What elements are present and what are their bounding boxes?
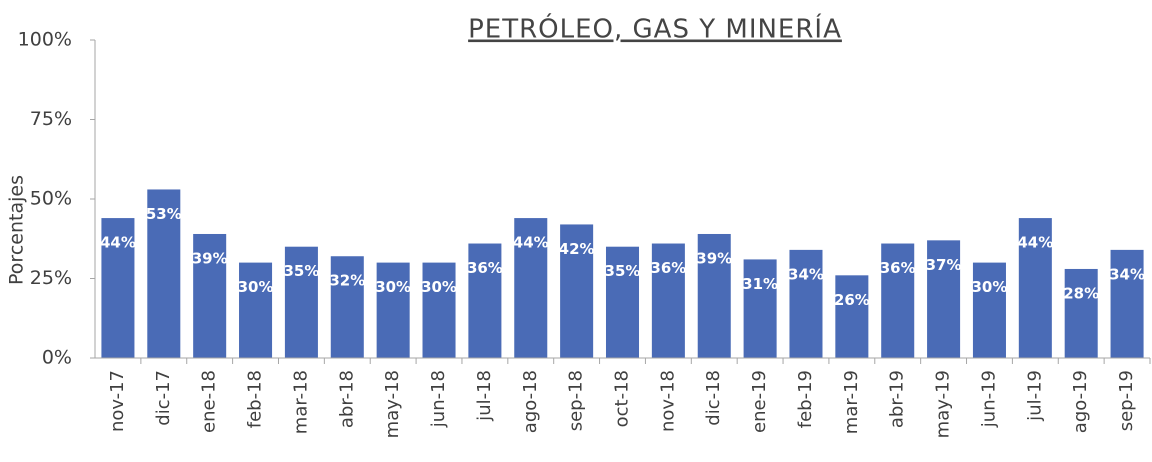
data-label: 37% <box>926 256 962 274</box>
data-label: 39% <box>696 249 732 267</box>
y-tick-label: 100% <box>18 29 72 51</box>
x-tick-label: abr-18 <box>336 370 357 428</box>
x-tick-label: mar-19 <box>841 370 862 434</box>
x-tick-label: sep-18 <box>566 370 587 431</box>
bar <box>697 233 731 358</box>
bar <box>422 262 456 358</box>
data-label: 30% <box>375 278 411 296</box>
y-tick-label: 50% <box>30 188 72 210</box>
bar <box>101 218 135 358</box>
data-label: 31% <box>742 275 778 293</box>
y-tick-label: 0% <box>42 347 72 369</box>
y-axis-label: Porcentajes <box>6 175 28 285</box>
chart-title: PETRÓLEO, GAS Y MINERÍA <box>468 13 842 45</box>
bar <box>1018 218 1052 358</box>
x-tick-label: abr-19 <box>887 370 908 428</box>
bar <box>789 249 823 358</box>
data-label: 28% <box>1063 284 1099 302</box>
data-label: 30% <box>972 278 1008 296</box>
data-label: 53% <box>146 205 182 223</box>
bar <box>835 275 869 358</box>
x-tick-label: may-18 <box>382 370 403 438</box>
x-tick-label: ago-19 <box>1070 370 1091 433</box>
data-label: 30% <box>421 278 457 296</box>
data-label: 26% <box>834 291 870 309</box>
bar <box>560 224 594 358</box>
x-tick-label: nov-18 <box>657 370 678 432</box>
bar <box>239 262 273 358</box>
x-tick-label: dic-18 <box>703 370 724 426</box>
bar <box>1064 268 1098 358</box>
data-label: 36% <box>467 259 503 277</box>
x-tick-label: oct-18 <box>612 370 633 427</box>
data-label: 32% <box>329 272 365 290</box>
bar <box>147 189 181 358</box>
bar <box>927 240 961 358</box>
x-tick-label: feb-18 <box>245 370 266 428</box>
bar <box>376 262 410 358</box>
data-label: 30% <box>238 278 274 296</box>
x-tick-label: nov-17 <box>107 370 128 432</box>
data-label: 44% <box>100 234 136 252</box>
data-label: 42% <box>559 240 595 258</box>
y-tick-label: 75% <box>30 108 72 130</box>
data-label: 44% <box>1017 234 1053 252</box>
bar <box>743 259 777 358</box>
bar <box>1110 249 1144 358</box>
x-tick-label: ago-18 <box>520 370 541 433</box>
bar <box>651 243 685 358</box>
x-tick-label: feb-19 <box>795 370 816 428</box>
bar <box>193 233 227 358</box>
x-tick-label: sep-19 <box>1116 370 1137 431</box>
x-tick-label: jul-18 <box>474 370 495 422</box>
bar <box>284 246 318 358</box>
bar <box>605 246 640 358</box>
data-label: 44% <box>513 234 549 252</box>
data-label: 36% <box>880 259 916 277</box>
y-tick-label: 25% <box>30 267 72 289</box>
x-tick-label: dic-17 <box>153 370 174 426</box>
bar <box>972 262 1006 358</box>
x-tick-label: jul-19 <box>1024 370 1045 422</box>
bar <box>514 218 548 358</box>
x-tick-label: ene-19 <box>749 370 770 433</box>
bar <box>881 243 915 358</box>
data-label: 36% <box>650 259 686 277</box>
x-tick-label: jun-19 <box>978 370 999 428</box>
x-tick-label: ene-18 <box>199 370 220 433</box>
data-label: 34% <box>788 265 824 283</box>
x-tick-label: mar-18 <box>290 370 311 434</box>
bar <box>330 256 364 358</box>
x-tick-label: jun-18 <box>428 370 449 428</box>
data-label: 35% <box>605 262 641 280</box>
data-label: 39% <box>192 249 228 267</box>
bar <box>468 243 502 358</box>
x-tick-label: may-19 <box>933 370 954 438</box>
data-label: 34% <box>1109 265 1145 283</box>
data-label: 35% <box>283 262 319 280</box>
